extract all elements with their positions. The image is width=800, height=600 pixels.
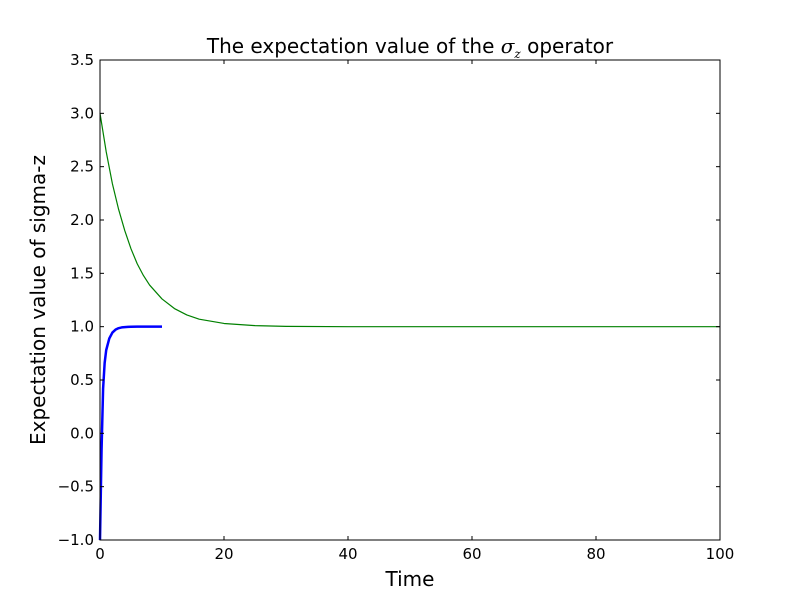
y-tick-label: 2.5	[70, 158, 94, 176]
y-tick-label: 1.0	[70, 318, 94, 336]
y-tick-label: 2.0	[70, 211, 94, 229]
x-axis-label: Time	[385, 567, 435, 591]
chart-title: The expectation value of the σz operator	[206, 34, 614, 61]
x-tick-label: 60	[462, 545, 481, 563]
x-tick-label: 20	[214, 545, 233, 563]
y-tick-label: −1.0	[58, 531, 94, 549]
series-line-2	[99, 113, 720, 328]
y-tick-label: 0.5	[70, 371, 94, 389]
y-tick-label: 3.5	[70, 51, 94, 69]
plot-frame	[99, 59, 721, 541]
x-tick-label: 80	[586, 545, 605, 563]
plot-lines	[98, 113, 720, 541]
y-axis-label: Expectation value of sigma-z	[26, 155, 50, 445]
y-tick-label: 3.0	[70, 104, 94, 122]
x-tick-label: 0	[95, 545, 105, 563]
y-tick-label: 1.5	[70, 264, 94, 282]
series-line-1	[98, 325, 162, 541]
y-tick-label: 0.0	[70, 424, 94, 442]
x-tick-label: 40	[338, 545, 357, 563]
x-tick-label: 100	[706, 545, 735, 563]
y-tick-label: −0.5	[58, 478, 94, 496]
ticks: 0 20 40 60 80 100 −1.0 −0.5 0.0 0.5 1.0 1.5 2.0 2.5 3.…	[58, 51, 735, 563]
